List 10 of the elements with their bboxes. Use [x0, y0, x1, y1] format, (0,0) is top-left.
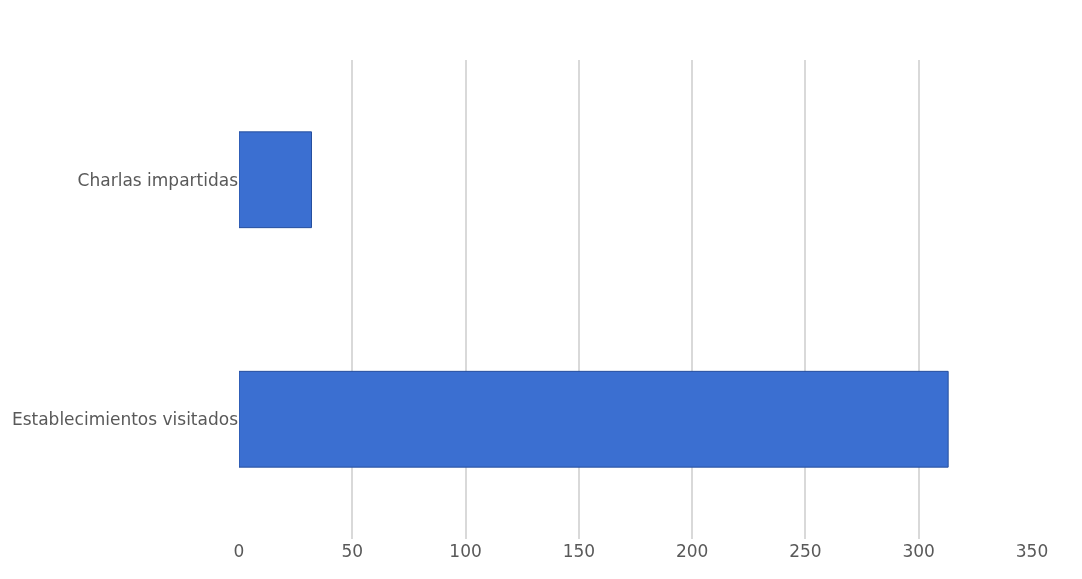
x-tick-label: 50	[341, 541, 364, 561]
y-tick-label: Establecimientos visitados	[11, 409, 239, 430]
x-tick-label: 100	[449, 541, 482, 561]
x-tick-label: 150	[562, 541, 596, 561]
x-tick-label: 300	[902, 541, 935, 561]
x-tick-label: 0	[233, 541, 245, 561]
y-tick-label: Charlas impartidas	[77, 169, 239, 190]
x-tick-label: 250	[789, 541, 822, 561]
x-tick-label: 350	[1015, 541, 1049, 561]
x-tick-label: 200	[675, 541, 709, 561]
